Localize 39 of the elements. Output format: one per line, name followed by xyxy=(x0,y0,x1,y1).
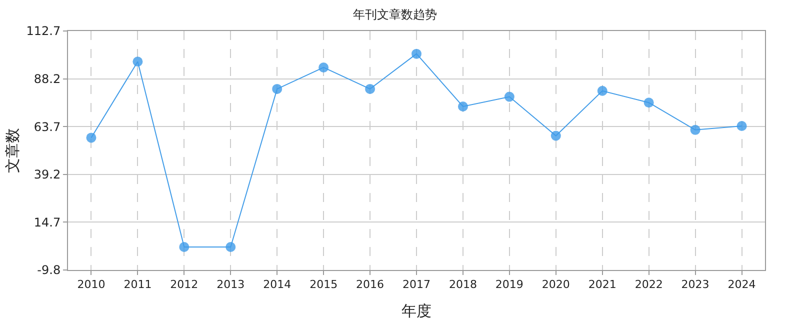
point xyxy=(318,62,329,72)
point xyxy=(550,130,561,141)
x-tick-label: 2021 xyxy=(588,278,616,292)
x-tick-label: 2020 xyxy=(542,278,570,292)
y-tick-label: 88.2 xyxy=(34,72,61,86)
x-axis-title: 年度 xyxy=(402,302,432,320)
point xyxy=(365,84,376,94)
y-tick-label: 14.7 xyxy=(34,215,61,230)
y-axis-title: 文章数 xyxy=(3,128,22,173)
point xyxy=(412,48,422,59)
x-tick-label: 2022 xyxy=(634,278,663,292)
point xyxy=(504,92,514,102)
x-tick-label: 2015 xyxy=(310,278,338,292)
chart-title: 年刊文章数趋势 xyxy=(353,7,437,22)
x-tick-label: 2010 xyxy=(77,278,106,292)
y-tick-label: 63.7 xyxy=(34,120,61,134)
point xyxy=(226,242,236,252)
x-tick-label: 2014 xyxy=(263,278,292,292)
x-tick-label: 2013 xyxy=(216,278,245,292)
x-tick-label: 2019 xyxy=(495,278,524,292)
x-tick-label: 2017 xyxy=(402,278,430,292)
point xyxy=(736,121,747,132)
x-tick-label: 2024 xyxy=(728,278,756,292)
point xyxy=(179,242,190,252)
point xyxy=(458,102,468,112)
point xyxy=(132,56,143,67)
point xyxy=(644,98,654,108)
point xyxy=(690,124,700,135)
x-tick-label: 2023 xyxy=(681,278,710,292)
x-tick-label: 2018 xyxy=(448,278,477,292)
y-tick-label: 112.7 xyxy=(26,24,61,38)
y-tick-label: -9.8 xyxy=(37,263,61,278)
point xyxy=(272,84,282,94)
x-tick-label: 2012 xyxy=(170,278,198,292)
x-tick-label: 2016 xyxy=(356,278,384,292)
point xyxy=(86,132,96,143)
x-tick-label: 2011 xyxy=(124,278,152,292)
point xyxy=(597,86,608,96)
y-tick-label: 39.2 xyxy=(34,168,61,182)
